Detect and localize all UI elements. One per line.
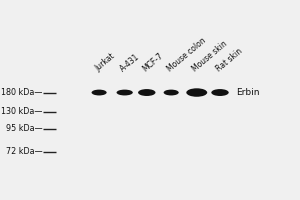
Ellipse shape (92, 90, 107, 95)
Text: A-431: A-431 (119, 52, 142, 73)
Text: Rat skin: Rat skin (214, 46, 244, 73)
Ellipse shape (186, 88, 207, 97)
Text: Erbin: Erbin (236, 88, 260, 97)
Text: 95 kDa—: 95 kDa— (5, 124, 42, 133)
Ellipse shape (211, 89, 229, 96)
Text: MCF-7: MCF-7 (141, 51, 165, 73)
Text: 72 kDa—: 72 kDa— (5, 147, 42, 156)
Text: Jurkat: Jurkat (93, 52, 116, 73)
Ellipse shape (116, 90, 133, 95)
Ellipse shape (138, 89, 155, 96)
Ellipse shape (164, 90, 179, 95)
Text: 180 kDa—: 180 kDa— (1, 88, 42, 97)
Text: Mouse skin: Mouse skin (191, 39, 230, 73)
Text: Mouse colon: Mouse colon (165, 36, 208, 73)
Text: 130 kDa—: 130 kDa— (1, 107, 42, 116)
